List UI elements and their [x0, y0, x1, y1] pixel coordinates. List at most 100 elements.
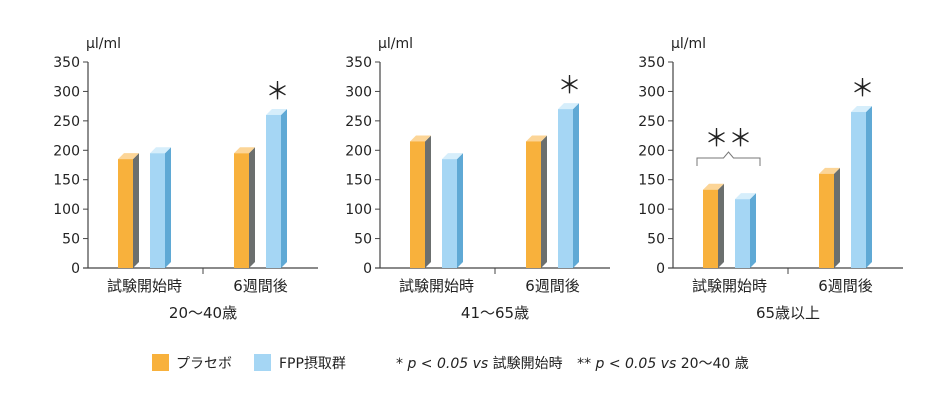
bar-top	[442, 153, 463, 160]
y-tick-label: 350	[53, 55, 80, 71]
bar-front	[234, 153, 249, 268]
bar-front	[851, 112, 866, 269]
significance-marker-double: ＊＊	[705, 124, 753, 152]
footnote-p1: p < 0.05 vs	[406, 356, 488, 372]
y-tick-label: 100	[53, 202, 80, 218]
bar-top	[118, 153, 139, 160]
bar-front	[558, 109, 573, 268]
bar-side	[541, 135, 547, 268]
bar-fpp-2	[558, 103, 579, 268]
chart-panels: μl/ml 0 50 100 150 200 250 300 350 試験開始時 6週間後 20〜40…	[53, 36, 903, 322]
bar-top	[735, 193, 756, 200]
bar-side	[750, 193, 756, 268]
bar-side	[573, 103, 579, 268]
y-tick-label: 100	[638, 202, 665, 218]
y-tick-label: 50	[354, 232, 372, 248]
significance-bracket	[696, 151, 761, 166]
y-tick-label: 50	[62, 232, 80, 248]
footnote-star2: **	[577, 356, 591, 372]
bar-side	[281, 108, 287, 268]
y-unit-label: μl/ml	[671, 36, 706, 52]
bar-front	[266, 114, 281, 268]
y-tick-label: 250	[345, 114, 372, 130]
y-tick-label: 0	[363, 261, 372, 277]
y-tick-label: 300	[345, 84, 372, 100]
x-category-label: 試験開始時	[399, 277, 474, 295]
y-tick-label: 200	[638, 143, 665, 159]
y-unit-label: μl/ml	[86, 36, 121, 52]
bar-top	[819, 167, 840, 174]
y-tick-label: 0	[71, 261, 80, 277]
chart-panel-2: μl/ml 0 50 100 150 200 250 300 350 試験開始時 6週間後 41〜65…	[345, 36, 610, 322]
age-group-label: 20〜40歳	[169, 304, 237, 322]
y-tick-label: 300	[638, 84, 665, 100]
bar-top	[150, 147, 171, 154]
bar-top	[410, 135, 431, 142]
bar-top	[558, 103, 579, 110]
bar-placebo-1	[410, 135, 431, 268]
x-category-label: 試験開始時	[107, 277, 182, 295]
y-tick-label: 350	[638, 55, 665, 71]
legend-swatch-placebo	[152, 354, 169, 371]
significance-marker: ＊	[558, 71, 582, 99]
bar-front	[150, 153, 165, 268]
footnote-ref2: 20〜40 歳	[681, 356, 749, 372]
y-tick-label: 200	[53, 143, 80, 159]
y-tick-label: 250	[53, 114, 80, 130]
bar-side	[866, 106, 872, 269]
footnote-star1: *	[396, 356, 403, 372]
bar-fpp-2	[851, 106, 872, 269]
bar-placebo-2	[819, 167, 840, 268]
age-group-label: 41〜65歳	[461, 304, 529, 322]
chart-panel-1: μl/ml 0 50 100 150 200 250 300 350 試験開始時 6週間後 20〜40…	[53, 36, 318, 322]
x-category-label: 6週間後	[525, 277, 580, 295]
bar-fpp-1	[150, 147, 171, 268]
bar-top	[526, 135, 547, 142]
bar-placebo-2	[526, 135, 547, 268]
bar-side	[834, 167, 840, 268]
bar-side	[133, 153, 139, 268]
x-category-label: 6週間後	[233, 277, 288, 295]
bar-side	[718, 183, 724, 268]
y-tick-label: 200	[345, 143, 372, 159]
bar-front	[410, 141, 425, 268]
bar-front	[526, 141, 541, 268]
significance-marker: ＊	[851, 74, 875, 102]
footnote-ref1: 試験開始時	[493, 356, 563, 372]
y-tick-label: 100	[345, 202, 372, 218]
bar-front	[819, 173, 834, 268]
y-tick-label: 250	[638, 114, 665, 130]
bar-placebo-1	[703, 183, 724, 268]
significance-marker: ＊	[266, 77, 290, 105]
bar-side	[457, 153, 463, 268]
chart-panel-3: μl/ml 0 50 100 150 200 250 300 350 試験開始時 6週間後 65歳以上…	[638, 36, 903, 322]
bar-fpp-1	[735, 193, 756, 268]
bar-front	[118, 159, 133, 268]
bar-fpp-2	[266, 108, 287, 268]
bar-front	[703, 189, 718, 268]
legend-swatch-fpp	[254, 354, 271, 371]
age-group-label: 65歳以上	[756, 304, 820, 322]
footnote-p2: p < 0.05 vs	[595, 356, 677, 372]
y-tick-label: 150	[53, 173, 80, 189]
x-category-label: 6週間後	[818, 277, 873, 295]
bar-top	[266, 108, 287, 115]
y-tick-label: 350	[345, 55, 372, 71]
bar-placebo-1	[118, 153, 139, 268]
y-tick-label: 150	[345, 173, 372, 189]
bar-top	[234, 147, 255, 154]
bar-side	[165, 147, 171, 268]
legend: プラセボ FPP摂取群	[152, 354, 346, 372]
legend-label-fpp: FPP摂取群	[279, 356, 346, 372]
bar-top	[703, 183, 724, 190]
y-tick-label: 150	[638, 173, 665, 189]
bar-side	[425, 135, 431, 268]
significance-footnote: * p < 0.05 vs 試験開始時 ** p < 0.05 vs 20〜40…	[396, 356, 749, 372]
bar-top	[851, 106, 872, 113]
bar-side	[249, 147, 255, 268]
bar-fpp-1	[442, 153, 463, 268]
bar-front	[442, 159, 457, 268]
y-tick-label: 300	[53, 84, 80, 100]
x-category-label: 試験開始時	[692, 277, 767, 295]
y-tick-label: 0	[656, 261, 665, 277]
